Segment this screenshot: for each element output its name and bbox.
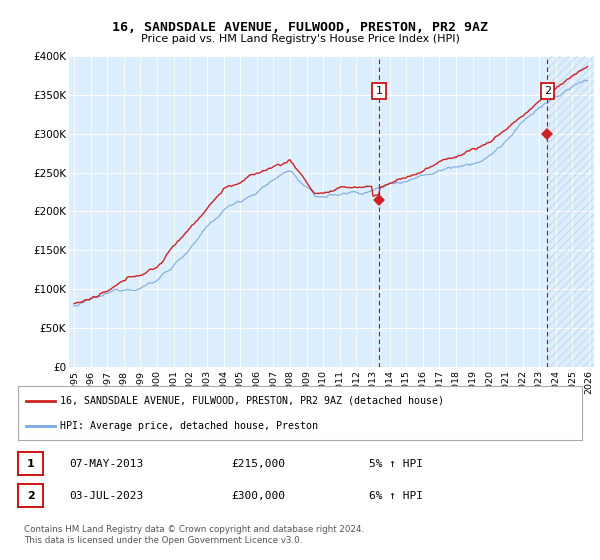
Text: £300,000: £300,000	[231, 491, 285, 501]
Text: 07-MAY-2013: 07-MAY-2013	[69, 459, 143, 469]
Text: 2: 2	[27, 491, 34, 501]
Text: 2: 2	[544, 86, 551, 96]
Text: £215,000: £215,000	[231, 459, 285, 469]
Text: 6% ↑ HPI: 6% ↑ HPI	[369, 491, 423, 501]
Text: 16, SANDSDALE AVENUE, FULWOOD, PRESTON, PR2 9AZ: 16, SANDSDALE AVENUE, FULWOOD, PRESTON, …	[112, 21, 488, 34]
Text: 1: 1	[376, 86, 382, 96]
Text: Contains HM Land Registry data © Crown copyright and database right 2024.
This d: Contains HM Land Registry data © Crown c…	[24, 525, 364, 545]
Bar	[547, 56, 594, 367]
Text: HPI: Average price, detached house, Preston: HPI: Average price, detached house, Pres…	[60, 421, 319, 431]
Text: 03-JUL-2023: 03-JUL-2023	[69, 491, 143, 501]
Text: 16, SANDSDALE AVENUE, FULWOOD, PRESTON, PR2 9AZ (detached house): 16, SANDSDALE AVENUE, FULWOOD, PRESTON, …	[60, 396, 444, 406]
Text: 5% ↑ HPI: 5% ↑ HPI	[369, 459, 423, 469]
Text: 1: 1	[27, 459, 34, 469]
Text: Price paid vs. HM Land Registry's House Price Index (HPI): Price paid vs. HM Land Registry's House …	[140, 34, 460, 44]
